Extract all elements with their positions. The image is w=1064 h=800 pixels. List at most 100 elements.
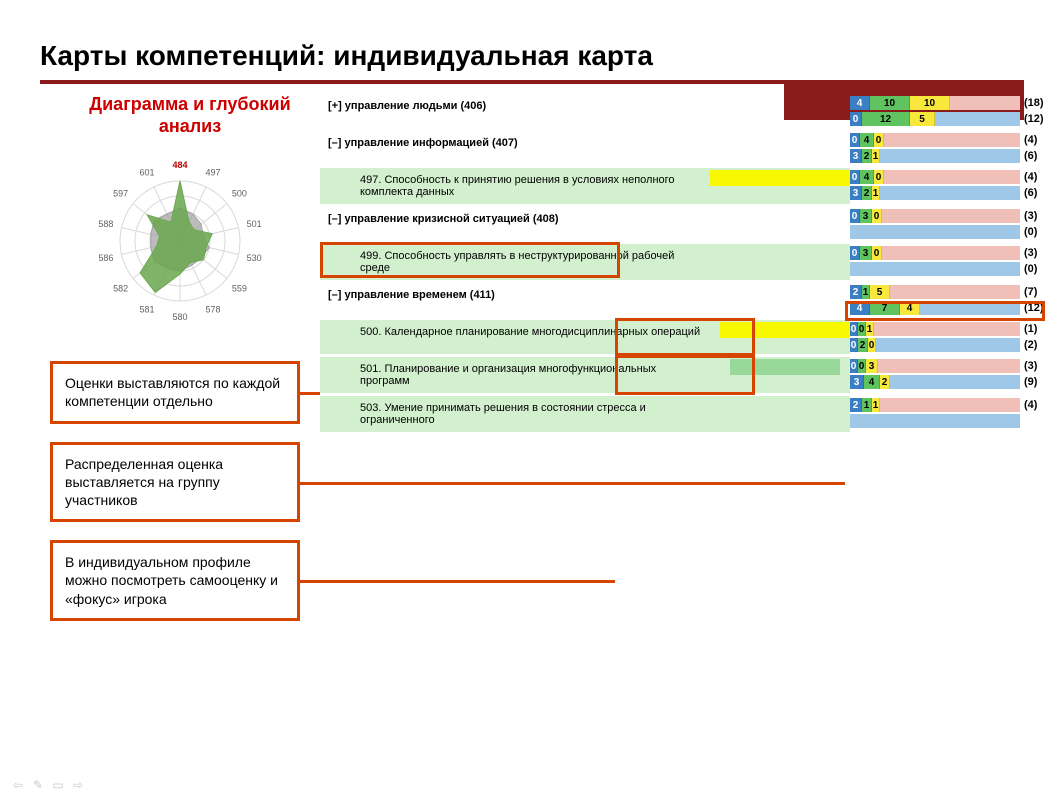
- svg-text:580: 580: [172, 312, 187, 322]
- bar-background: 040: [850, 133, 1020, 147]
- bar-background: 030: [850, 246, 1020, 260]
- bar-segment: 4: [860, 170, 874, 184]
- nav-prev-icon[interactable]: ⇦: [10, 778, 26, 792]
- svg-text:578: 578: [205, 305, 220, 315]
- bar-total: (18): [1024, 97, 1044, 109]
- bar-total: (3): [1024, 360, 1037, 372]
- bar-segment: 3: [866, 359, 878, 373]
- subtitle: Диаграмма и глубокий анализ: [60, 94, 320, 137]
- bar-background: 0125: [850, 112, 1020, 126]
- competency-row: [+] управление людьми (406)41010(18)0125…: [320, 94, 1045, 128]
- bar-segment: 1: [862, 398, 872, 412]
- competency-table: [+] управление людьми (406)41010(18)0125…: [320, 94, 1045, 639]
- row-status-area: [710, 168, 850, 204]
- svg-text:484: 484: [172, 160, 187, 170]
- bar-background: 342: [850, 375, 1020, 389]
- nav-pen-icon[interactable]: ✎: [30, 778, 46, 792]
- bar-total: (0): [1024, 263, 1037, 275]
- bar-segment: 0: [850, 338, 858, 352]
- row-bars: 41010(18)0125(12): [850, 94, 1045, 128]
- bar-segment: 1: [866, 322, 874, 336]
- bar-segment: 0: [850, 359, 858, 373]
- bar-segment: 1: [872, 398, 880, 412]
- highlight-box-501-status: [615, 355, 755, 395]
- bar-segment: 12: [862, 112, 910, 126]
- bar-background: 215: [850, 285, 1020, 299]
- competency-row: 497. Способность к принятию решения в ус…: [320, 168, 1045, 204]
- row-bars: 030 (3) (0): [850, 244, 1045, 280]
- bar-total: (9): [1024, 376, 1037, 388]
- nav-next-icon[interactable]: ⇨: [70, 778, 86, 792]
- bar-segment: 2: [862, 149, 872, 163]
- row-bars: 0 01 (1) 020 (2): [850, 320, 1045, 354]
- competency-row: [–] управление кризисной ситуацией (408)…: [320, 207, 1045, 241]
- bar-segment: 10: [910, 96, 950, 110]
- bar-total: (6): [1024, 187, 1037, 199]
- row-status-area: [710, 94, 850, 128]
- bar-total: (2): [1024, 339, 1037, 351]
- row-bars: 003(3)342(9): [850, 357, 1045, 393]
- bar-segment: 0: [850, 209, 860, 223]
- bar-segment: 0: [850, 133, 860, 147]
- svg-text:500: 500: [232, 189, 247, 199]
- highlight-box-411-bar: [845, 301, 1045, 321]
- bar-segment: 2: [850, 285, 862, 299]
- row-bars: 040(4)321(6): [850, 131, 1045, 165]
- bar-segment: 5: [870, 285, 890, 299]
- bar-segment: 0: [850, 112, 862, 126]
- bar-segment: 0: [850, 170, 860, 184]
- bar-segment: 3: [850, 149, 862, 163]
- connector-1: [300, 392, 320, 395]
- svg-text:601: 601: [140, 168, 155, 178]
- row-bars: 040 (4) 321 (6): [850, 168, 1045, 204]
- bar-segment: 0: [874, 170, 884, 184]
- bar-total: (3): [1024, 210, 1037, 222]
- bar-total: (0): [1024, 226, 1037, 238]
- bar-segment: 1: [872, 149, 880, 163]
- svg-text:588: 588: [98, 219, 113, 229]
- page-title: Карты компетенций: индивидуальная карта: [40, 40, 1024, 72]
- bar-segment: 3: [860, 246, 872, 260]
- row-label: [–] управление временем (411): [320, 283, 710, 317]
- row-status-area: [710, 244, 850, 280]
- note-box-3: В индивидуальном профиле можно посмотрет…: [50, 540, 300, 621]
- svg-text:501: 501: [247, 219, 262, 229]
- row-status-area: [710, 207, 850, 241]
- bar-segment: 2: [858, 338, 868, 352]
- bar-background: 321: [850, 186, 1020, 200]
- row-label: 497. Способность к принятию решения в ус…: [320, 168, 710, 204]
- bar-total: (4): [1024, 399, 1037, 411]
- competency-row: 503. Умение принимать решения в состояни…: [320, 396, 1045, 432]
- row-label: 503. Умение принимать решения в состояни…: [320, 396, 710, 432]
- nav-screen-icon[interactable]: ▭: [50, 778, 66, 792]
- bar-segment: 3: [850, 186, 862, 200]
- bar-segment: 3: [850, 375, 864, 389]
- bar-segment: 1: [872, 186, 880, 200]
- bar-segment: 0: [872, 209, 882, 223]
- bar-total: (3): [1024, 247, 1037, 259]
- bar-segment: 10: [870, 96, 910, 110]
- bar-segment: 0: [872, 246, 882, 260]
- bar-segment: 4: [864, 375, 880, 389]
- note-box-1: Оценки выставляются по каждой компетенци…: [50, 361, 300, 423]
- nav-arrows: ⇦ ✎ ▭ ⇨: [10, 778, 86, 792]
- row-label: [+] управление людьми (406): [320, 94, 710, 128]
- bar-segment: 4: [850, 96, 870, 110]
- bar-background: 41010: [850, 96, 1020, 110]
- svg-text:530: 530: [247, 253, 262, 263]
- bar-segment: 0: [850, 246, 860, 260]
- row-label: [–] управление кризисной ситуацией (408): [320, 207, 710, 241]
- bar-background: 020: [850, 338, 1020, 352]
- bar-total: (6): [1024, 150, 1037, 162]
- bar-total: (4): [1024, 171, 1037, 183]
- bar-segment: 5: [910, 112, 935, 126]
- bar-segment: 0: [850, 322, 858, 336]
- bar-total: (1): [1024, 323, 1037, 335]
- row-bars: 030(3)(0): [850, 207, 1045, 241]
- bar-total: (12): [1024, 113, 1044, 125]
- status-highlight: [710, 170, 850, 186]
- row-label: [–] управление информацией (407): [320, 131, 710, 165]
- row-bars: 211(4): [850, 396, 1045, 432]
- bar-total: (7): [1024, 286, 1037, 298]
- row-status-area: [710, 283, 850, 317]
